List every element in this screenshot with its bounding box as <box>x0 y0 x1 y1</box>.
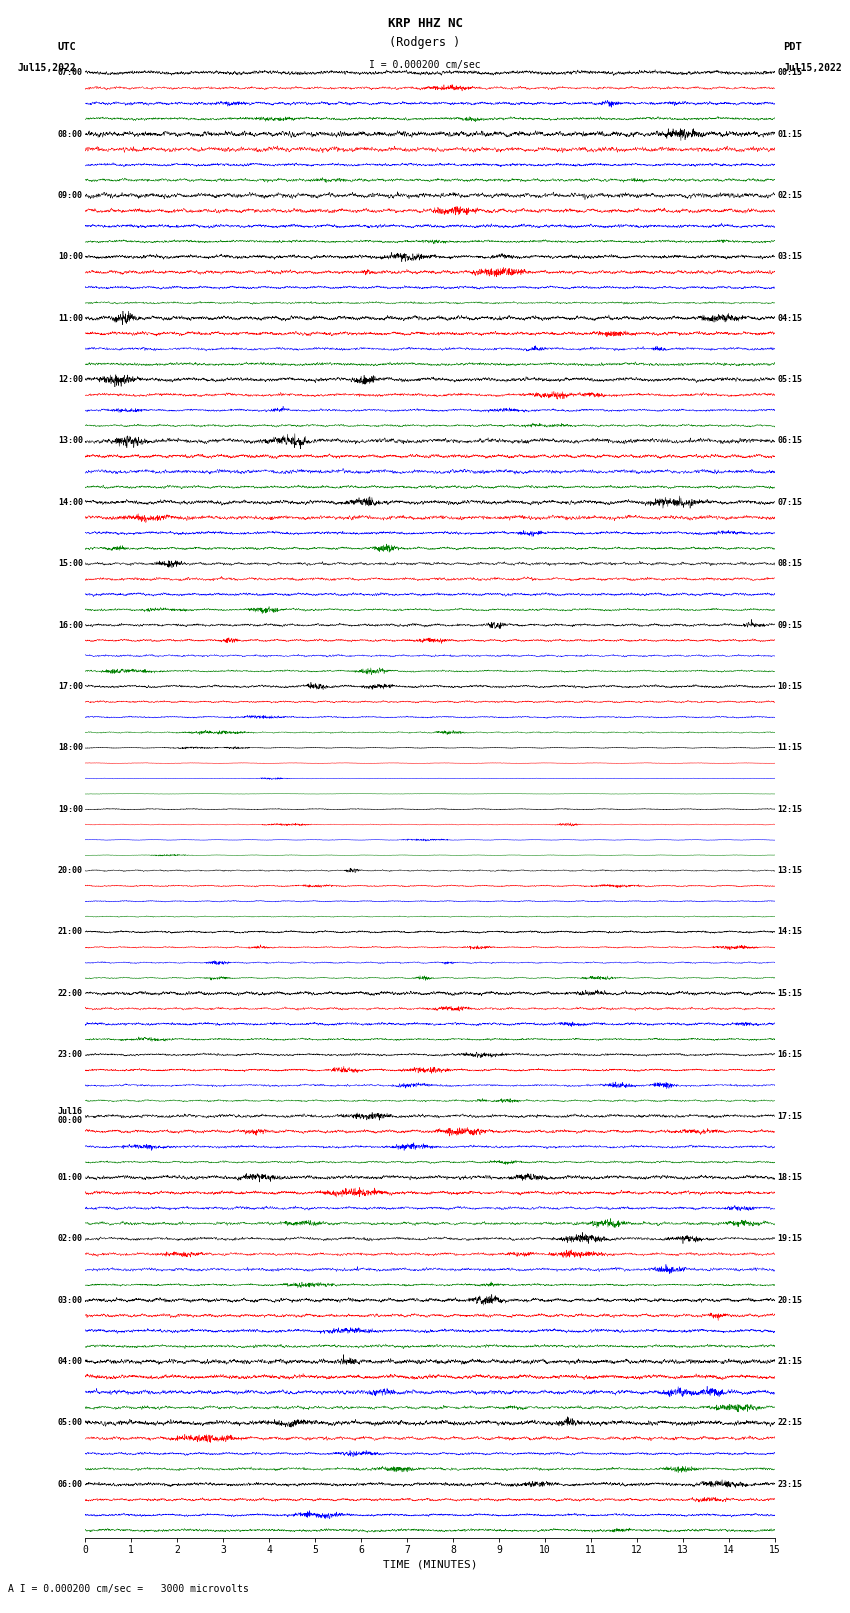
Text: 01:15: 01:15 <box>777 129 802 139</box>
Text: 20:15: 20:15 <box>777 1295 802 1305</box>
Text: 17:15: 17:15 <box>777 1111 802 1121</box>
X-axis label: TIME (MINUTES): TIME (MINUTES) <box>382 1560 477 1569</box>
Text: Jul15,2022: Jul15,2022 <box>784 63 842 73</box>
Text: PDT: PDT <box>784 42 802 52</box>
Text: 02:15: 02:15 <box>777 190 802 200</box>
Text: 22:00: 22:00 <box>58 989 83 998</box>
Text: 11:15: 11:15 <box>777 744 802 752</box>
Text: 16:15: 16:15 <box>777 1050 802 1060</box>
Text: 08:15: 08:15 <box>777 560 802 568</box>
Text: 00:15: 00:15 <box>777 68 802 77</box>
Text: 15:15: 15:15 <box>777 989 802 998</box>
Text: KRP HHZ NC: KRP HHZ NC <box>388 16 462 29</box>
Text: 12:00: 12:00 <box>58 376 83 384</box>
Text: 12:15: 12:15 <box>777 805 802 813</box>
Text: 23:00: 23:00 <box>58 1050 83 1060</box>
Text: 13:00: 13:00 <box>58 437 83 445</box>
Text: 22:15: 22:15 <box>777 1418 802 1428</box>
Text: 06:15: 06:15 <box>777 437 802 445</box>
Text: Jul16
00:00: Jul16 00:00 <box>58 1107 83 1124</box>
Text: 10:15: 10:15 <box>777 682 802 690</box>
Text: 05:15: 05:15 <box>777 376 802 384</box>
Text: 04:15: 04:15 <box>777 313 802 323</box>
Text: 02:00: 02:00 <box>58 1234 83 1244</box>
Text: 20:00: 20:00 <box>58 866 83 874</box>
Text: 14:00: 14:00 <box>58 498 83 506</box>
Text: 06:00: 06:00 <box>58 1479 83 1489</box>
Text: 01:00: 01:00 <box>58 1173 83 1182</box>
Text: Jul15,2022: Jul15,2022 <box>18 63 76 73</box>
Text: 16:00: 16:00 <box>58 621 83 629</box>
Text: A I = 0.000200 cm/sec =   3000 microvolts: A I = 0.000200 cm/sec = 3000 microvolts <box>8 1584 249 1594</box>
Text: 18:00: 18:00 <box>58 744 83 752</box>
Text: 05:00: 05:00 <box>58 1418 83 1428</box>
Text: 14:15: 14:15 <box>777 927 802 937</box>
Text: 10:00: 10:00 <box>58 252 83 261</box>
Text: 04:00: 04:00 <box>58 1357 83 1366</box>
Text: 21:00: 21:00 <box>58 927 83 937</box>
Text: I = 0.000200 cm/sec: I = 0.000200 cm/sec <box>369 60 481 69</box>
Text: (Rodgers ): (Rodgers ) <box>389 35 461 48</box>
Text: UTC: UTC <box>58 42 76 52</box>
Text: 13:15: 13:15 <box>777 866 802 874</box>
Text: 03:00: 03:00 <box>58 1295 83 1305</box>
Text: 21:15: 21:15 <box>777 1357 802 1366</box>
Text: 17:00: 17:00 <box>58 682 83 690</box>
Text: 19:15: 19:15 <box>777 1234 802 1244</box>
Text: 11:00: 11:00 <box>58 313 83 323</box>
Text: 08:00: 08:00 <box>58 129 83 139</box>
Text: 15:00: 15:00 <box>58 560 83 568</box>
Text: 09:15: 09:15 <box>777 621 802 629</box>
Text: 07:15: 07:15 <box>777 498 802 506</box>
Text: 09:00: 09:00 <box>58 190 83 200</box>
Text: 23:15: 23:15 <box>777 1479 802 1489</box>
Text: 18:15: 18:15 <box>777 1173 802 1182</box>
Text: 07:00: 07:00 <box>58 68 83 77</box>
Text: 03:15: 03:15 <box>777 252 802 261</box>
Text: 19:00: 19:00 <box>58 805 83 813</box>
